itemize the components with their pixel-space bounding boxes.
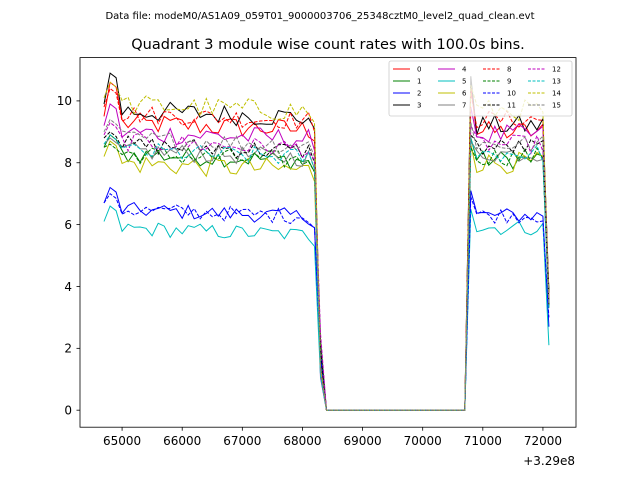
x-tick-label: 70000 [404, 434, 442, 448]
y-tick-label: 6 [64, 218, 72, 232]
series-line-10 [103, 192, 550, 411]
legend-label-0: 0 [417, 66, 421, 74]
x-tick-label: 72000 [524, 434, 562, 448]
legend-label-10: 10 [507, 90, 516, 98]
series-line-12 [103, 121, 550, 411]
legend-label-2: 2 [417, 90, 421, 98]
series-line-7 [103, 137, 550, 411]
series-line-9 [103, 143, 550, 411]
series-line-0 [103, 81, 550, 411]
series-line-3 [103, 72, 550, 411]
series-line-1 [103, 134, 550, 411]
plot-frame [79, 57, 577, 428]
legend-label-7: 7 [462, 102, 466, 110]
y-axis-ticks: 0 2 4 6 8 10 [57, 94, 80, 417]
x-axis-ticks: 65000 66000 67000 68000 69000 70000 71000 72000 [103, 427, 562, 448]
legend-label-6: 6 [462, 90, 467, 98]
x-offset-label: +3.29e8 [523, 454, 575, 468]
x-tick-label: 69000 [343, 434, 381, 448]
legend-label-14: 14 [552, 90, 561, 98]
legend-label-1: 1 [417, 78, 421, 86]
series-line-15 [103, 118, 550, 411]
x-tick-label: 66000 [163, 434, 201, 448]
legend-label-5: 5 [462, 78, 466, 86]
y-tick-label: 0 [64, 403, 72, 417]
suptitle: Data file: modeM0/AS1A09_059T01_90000037… [105, 11, 534, 22]
x-tick-label: 67000 [223, 434, 261, 448]
series-line-6 [103, 140, 550, 411]
legend-label-11: 11 [507, 102, 516, 110]
legend-label-13: 13 [552, 78, 561, 86]
legend-label-8: 8 [507, 66, 511, 74]
series-line-5 [103, 205, 550, 411]
series-line-8 [103, 87, 550, 411]
legend-label-4: 4 [462, 66, 467, 74]
y-tick-label: 10 [57, 94, 72, 108]
x-tick-label: 68000 [283, 434, 321, 448]
legend-label-9: 9 [507, 78, 511, 86]
series-line-4 [103, 103, 550, 411]
legend-frame [388, 60, 573, 117]
x-tick-label: 65000 [103, 434, 141, 448]
x-tick-label: 71000 [464, 434, 502, 448]
y-tick-label: 4 [64, 280, 72, 294]
chart-title: Quadrant 3 module wise count rates with … [131, 37, 525, 53]
series-line-2 [103, 186, 550, 411]
legend-label-3: 3 [417, 102, 421, 110]
legend-label-12: 12 [552, 66, 561, 74]
series-line-11 [103, 131, 550, 411]
legend-label-15: 15 [552, 102, 561, 110]
y-tick-label: 2 [64, 342, 72, 356]
y-tick-label: 8 [64, 156, 72, 170]
series-layer [103, 72, 550, 411]
series-line-13 [103, 134, 550, 411]
